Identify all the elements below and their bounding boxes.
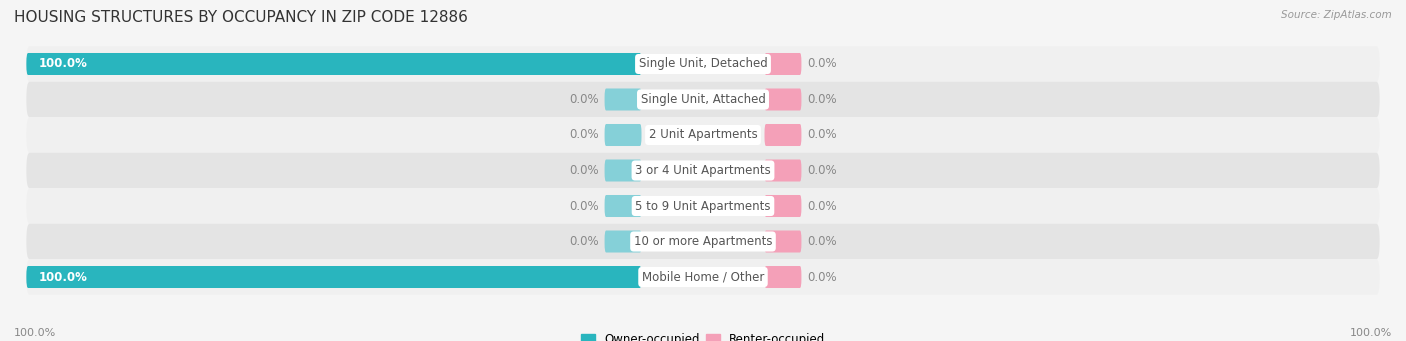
FancyBboxPatch shape: [27, 188, 1379, 224]
Text: 0.0%: 0.0%: [807, 58, 837, 71]
FancyBboxPatch shape: [27, 53, 641, 75]
Text: 100.0%: 100.0%: [39, 58, 87, 71]
FancyBboxPatch shape: [765, 195, 801, 217]
Text: 0.0%: 0.0%: [569, 164, 599, 177]
Text: 0.0%: 0.0%: [807, 235, 837, 248]
Text: Source: ZipAtlas.com: Source: ZipAtlas.com: [1281, 10, 1392, 20]
FancyBboxPatch shape: [27, 117, 1379, 153]
FancyBboxPatch shape: [27, 224, 1379, 259]
Text: 0.0%: 0.0%: [569, 129, 599, 142]
FancyBboxPatch shape: [765, 53, 801, 75]
Text: 0.0%: 0.0%: [807, 270, 837, 283]
Text: 10 or more Apartments: 10 or more Apartments: [634, 235, 772, 248]
Text: 0.0%: 0.0%: [807, 129, 837, 142]
Text: 0.0%: 0.0%: [807, 93, 837, 106]
FancyBboxPatch shape: [605, 195, 641, 217]
FancyBboxPatch shape: [765, 89, 801, 110]
Text: 0.0%: 0.0%: [569, 235, 599, 248]
Text: 100.0%: 100.0%: [1350, 328, 1392, 338]
FancyBboxPatch shape: [605, 124, 641, 146]
FancyBboxPatch shape: [765, 160, 801, 181]
FancyBboxPatch shape: [765, 266, 801, 288]
FancyBboxPatch shape: [27, 46, 1379, 82]
FancyBboxPatch shape: [27, 153, 1379, 188]
FancyBboxPatch shape: [605, 231, 641, 252]
Text: 100.0%: 100.0%: [39, 270, 87, 283]
Text: 2 Unit Apartments: 2 Unit Apartments: [648, 129, 758, 142]
Text: 0.0%: 0.0%: [569, 199, 599, 212]
Text: 0.0%: 0.0%: [569, 93, 599, 106]
FancyBboxPatch shape: [605, 89, 641, 110]
FancyBboxPatch shape: [27, 259, 1379, 295]
FancyBboxPatch shape: [765, 124, 801, 146]
FancyBboxPatch shape: [605, 160, 641, 181]
Text: Single Unit, Attached: Single Unit, Attached: [641, 93, 765, 106]
Text: 3 or 4 Unit Apartments: 3 or 4 Unit Apartments: [636, 164, 770, 177]
Text: Mobile Home / Other: Mobile Home / Other: [641, 270, 765, 283]
Text: HOUSING STRUCTURES BY OCCUPANCY IN ZIP CODE 12886: HOUSING STRUCTURES BY OCCUPANCY IN ZIP C…: [14, 10, 468, 25]
FancyBboxPatch shape: [27, 82, 1379, 117]
Text: 0.0%: 0.0%: [807, 199, 837, 212]
Text: 5 to 9 Unit Apartments: 5 to 9 Unit Apartments: [636, 199, 770, 212]
Text: Single Unit, Detached: Single Unit, Detached: [638, 58, 768, 71]
Text: 0.0%: 0.0%: [807, 164, 837, 177]
Text: 100.0%: 100.0%: [14, 328, 56, 338]
Legend: Owner-occupied, Renter-occupied: Owner-occupied, Renter-occupied: [576, 329, 830, 341]
FancyBboxPatch shape: [27, 266, 641, 288]
FancyBboxPatch shape: [765, 231, 801, 252]
